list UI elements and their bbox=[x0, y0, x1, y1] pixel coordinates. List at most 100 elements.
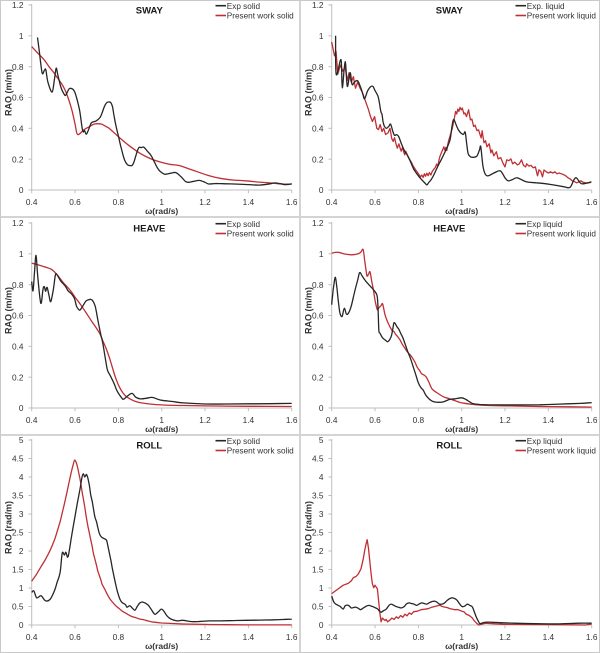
svg-text:1.2: 1.2 bbox=[499, 415, 511, 425]
svg-text:1.4: 1.4 bbox=[243, 197, 255, 207]
svg-text:0.8: 0.8 bbox=[413, 197, 425, 207]
svg-text:2.5: 2.5 bbox=[312, 527, 324, 537]
svg-text:RAO (m/m): RAO (m/m) bbox=[3, 287, 13, 334]
svg-text:1.5: 1.5 bbox=[12, 564, 24, 574]
svg-text:1.6: 1.6 bbox=[586, 415, 598, 425]
svg-text:0.4: 0.4 bbox=[12, 341, 24, 351]
svg-text:0.8: 0.8 bbox=[413, 415, 425, 425]
svg-text:4.5: 4.5 bbox=[12, 453, 24, 463]
svg-text:1.5: 1.5 bbox=[312, 564, 324, 574]
svg-text:3: 3 bbox=[319, 509, 324, 519]
svg-text:5: 5 bbox=[19, 435, 24, 445]
svg-text:ω(rad/s): ω(rad/s) bbox=[445, 424, 478, 434]
svg-text:1.4: 1.4 bbox=[543, 197, 555, 207]
svg-text:1.4: 1.4 bbox=[543, 632, 555, 642]
svg-text:1: 1 bbox=[159, 415, 164, 425]
svg-text:Exp liquid: Exp liquid bbox=[527, 219, 563, 228]
svg-text:0: 0 bbox=[19, 185, 24, 195]
svg-text:0.2: 0.2 bbox=[12, 372, 24, 382]
svg-text:3.5: 3.5 bbox=[312, 490, 324, 500]
svg-text:0.4: 0.4 bbox=[312, 123, 324, 133]
svg-text:0.8: 0.8 bbox=[312, 279, 324, 289]
svg-text:1: 1 bbox=[159, 197, 164, 207]
svg-text:1.6: 1.6 bbox=[286, 632, 298, 642]
svg-text:1.2: 1.2 bbox=[199, 415, 211, 425]
svg-text:1.4: 1.4 bbox=[243, 632, 255, 642]
svg-text:SWAY: SWAY bbox=[136, 5, 164, 16]
svg-text:Present work liquid: Present work liquid bbox=[527, 229, 597, 238]
svg-text:1: 1 bbox=[459, 197, 464, 207]
svg-text:1.6: 1.6 bbox=[286, 197, 298, 207]
svg-text:2: 2 bbox=[19, 546, 24, 556]
svg-text:0.8: 0.8 bbox=[113, 415, 125, 425]
svg-text:RAO (m/m): RAO (m/m) bbox=[303, 287, 313, 334]
svg-text:Present work solid: Present work solid bbox=[227, 12, 294, 21]
svg-text:0.2: 0.2 bbox=[312, 372, 324, 382]
svg-text:1.2: 1.2 bbox=[499, 197, 511, 207]
svg-text:Exp. liquid: Exp. liquid bbox=[527, 2, 565, 11]
svg-text:1: 1 bbox=[319, 583, 324, 593]
svg-text:ROLL: ROLL bbox=[136, 440, 162, 451]
svg-text:0.5: 0.5 bbox=[312, 601, 324, 611]
svg-text:Exp liquid: Exp liquid bbox=[527, 437, 563, 446]
svg-text:0.4: 0.4 bbox=[26, 632, 38, 642]
svg-text:1.4: 1.4 bbox=[543, 415, 555, 425]
svg-text:1.2: 1.2 bbox=[12, 0, 24, 10]
svg-text:0.8: 0.8 bbox=[113, 632, 125, 642]
svg-text:RAO (m/m): RAO (m/m) bbox=[3, 69, 13, 116]
svg-text:4: 4 bbox=[19, 472, 24, 482]
svg-text:ω(rad/s): ω(rad/s) bbox=[145, 424, 178, 434]
svg-text:3: 3 bbox=[19, 509, 24, 519]
svg-text:0: 0 bbox=[319, 185, 324, 195]
svg-text:1: 1 bbox=[19, 31, 24, 41]
svg-text:0.6: 0.6 bbox=[69, 632, 81, 642]
svg-text:RAO (rad/m): RAO (rad/m) bbox=[3, 501, 13, 554]
svg-text:Exp solid: Exp solid bbox=[227, 437, 261, 446]
svg-text:0.6: 0.6 bbox=[312, 93, 324, 103]
svg-text:0.8: 0.8 bbox=[113, 197, 125, 207]
svg-text:2.5: 2.5 bbox=[12, 527, 24, 537]
svg-text:1: 1 bbox=[319, 31, 324, 41]
svg-text:0: 0 bbox=[19, 403, 24, 413]
svg-text:1.6: 1.6 bbox=[586, 632, 598, 642]
svg-text:4.5: 4.5 bbox=[312, 453, 324, 463]
svg-text:0.4: 0.4 bbox=[312, 341, 324, 351]
svg-text:Exp solid: Exp solid bbox=[227, 219, 261, 228]
svg-text:0.8: 0.8 bbox=[312, 62, 324, 72]
svg-text:4: 4 bbox=[319, 472, 324, 482]
svg-text:1.2: 1.2 bbox=[499, 632, 511, 642]
svg-text:0.4: 0.4 bbox=[26, 415, 38, 425]
svg-text:0.5: 0.5 bbox=[12, 601, 24, 611]
svg-text:1: 1 bbox=[459, 415, 464, 425]
svg-text:0.4: 0.4 bbox=[12, 123, 24, 133]
svg-text:1.2: 1.2 bbox=[199, 632, 211, 642]
svg-text:0.4: 0.4 bbox=[326, 197, 338, 207]
svg-text:0.8: 0.8 bbox=[12, 62, 24, 72]
svg-text:1: 1 bbox=[19, 249, 24, 259]
svg-text:1.2: 1.2 bbox=[312, 218, 324, 228]
svg-text:1: 1 bbox=[159, 632, 164, 642]
svg-text:0: 0 bbox=[319, 403, 324, 413]
svg-text:1.6: 1.6 bbox=[586, 197, 598, 207]
svg-text:1.6: 1.6 bbox=[286, 415, 298, 425]
svg-text:0.4: 0.4 bbox=[326, 632, 338, 642]
svg-text:Present work liquid: Present work liquid bbox=[527, 446, 597, 455]
svg-text:3.5: 3.5 bbox=[12, 490, 24, 500]
svg-text:1.4: 1.4 bbox=[243, 415, 255, 425]
svg-text:1: 1 bbox=[319, 249, 324, 259]
svg-text:0.6: 0.6 bbox=[69, 415, 81, 425]
svg-text:ω(rad/s): ω(rad/s) bbox=[445, 641, 478, 651]
svg-text:ROLL: ROLL bbox=[436, 440, 462, 451]
svg-text:2: 2 bbox=[319, 546, 324, 556]
svg-text:0.6: 0.6 bbox=[12, 310, 24, 320]
svg-text:Exp solid: Exp solid bbox=[227, 2, 261, 11]
svg-text:5: 5 bbox=[319, 435, 324, 445]
svg-text:0.6: 0.6 bbox=[369, 415, 381, 425]
svg-text:0.4: 0.4 bbox=[26, 197, 38, 207]
svg-text:HEAVE: HEAVE bbox=[133, 223, 165, 234]
svg-text:0.6: 0.6 bbox=[369, 197, 381, 207]
svg-text:Present work liquid: Present work liquid bbox=[527, 12, 597, 21]
svg-text:0.6: 0.6 bbox=[312, 310, 324, 320]
svg-text:1.2: 1.2 bbox=[199, 197, 211, 207]
svg-text:0.6: 0.6 bbox=[69, 197, 81, 207]
